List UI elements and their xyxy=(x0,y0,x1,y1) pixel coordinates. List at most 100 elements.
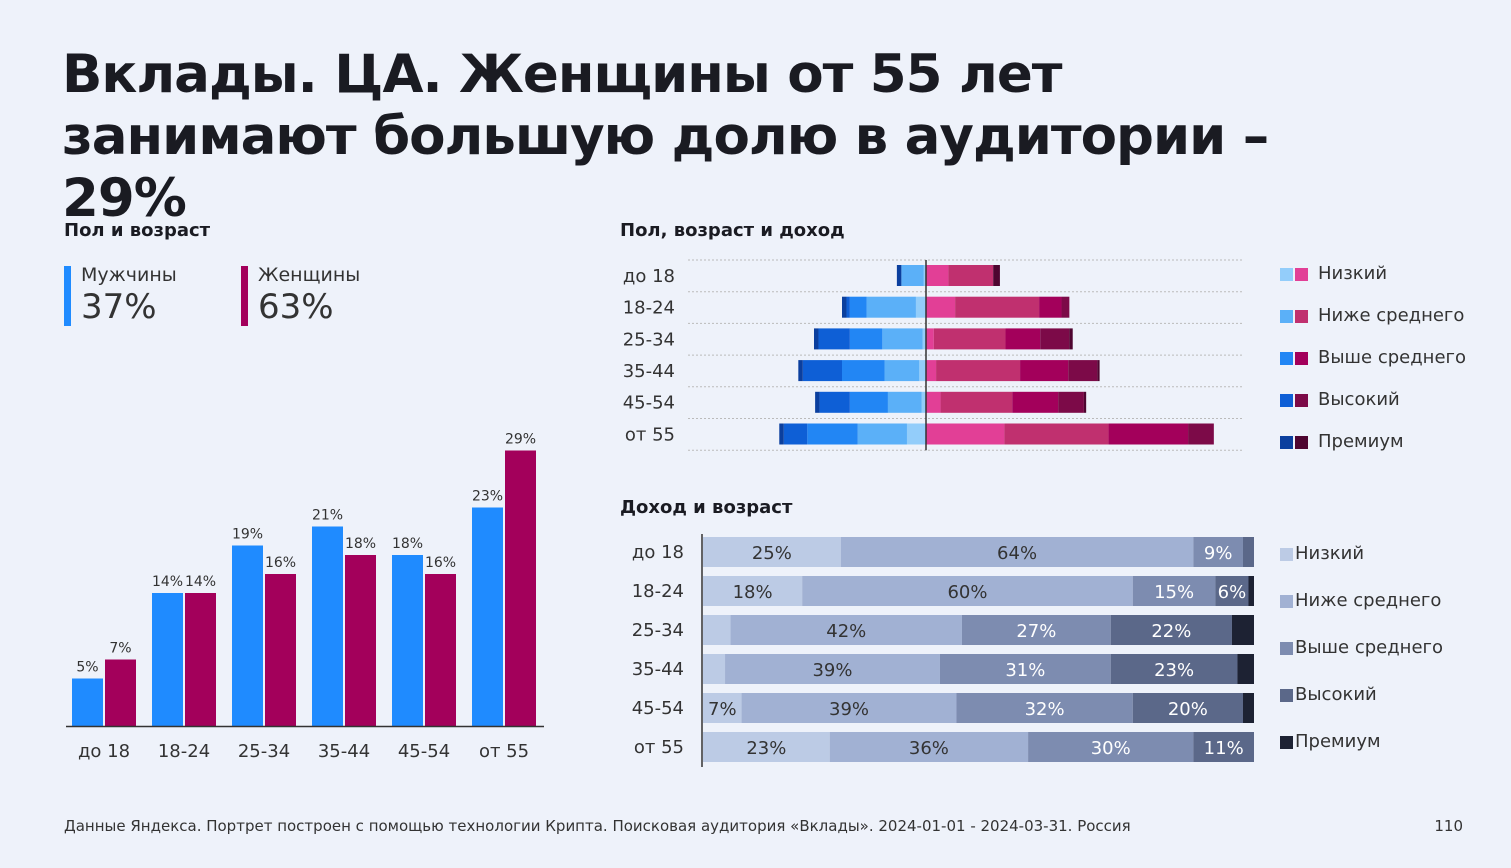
segment-3 xyxy=(1193,732,1254,762)
men-color-bar xyxy=(64,266,71,326)
legend-swatch-men xyxy=(1280,435,1293,449)
bar-women-5 xyxy=(505,450,536,726)
x-tick-label: 25-34 xyxy=(238,741,290,762)
bar-label: 14% xyxy=(152,574,183,590)
segment-women xyxy=(1004,423,1109,445)
segment-men xyxy=(901,265,924,286)
segment-2 xyxy=(961,615,1111,645)
segment-men xyxy=(814,328,819,350)
segment-3 xyxy=(1110,615,1232,645)
legend-item: Ниже среднего xyxy=(1280,590,1441,611)
segment-women xyxy=(936,360,1021,382)
segment-women xyxy=(926,296,956,318)
gender-age-income-chart: до 18 18-24 25-34 35-44 45-54 от 55 xyxy=(623,259,1244,451)
segment-0 xyxy=(703,693,742,723)
bar-label: 14% xyxy=(185,574,216,590)
segment-women xyxy=(933,328,1006,350)
segment-1 xyxy=(829,732,1029,762)
y-tick-label: 18-24 xyxy=(623,298,675,319)
segment-1 xyxy=(725,654,940,684)
x-tick-label: от 55 xyxy=(479,741,529,762)
legend-label: Выше среднего xyxy=(1318,347,1466,368)
legend-swatch xyxy=(1280,547,1293,561)
segment-label: 20% xyxy=(1168,699,1208,720)
segment-1 xyxy=(840,537,1194,567)
segment-label: 9% xyxy=(1204,543,1233,564)
bar-men-2 xyxy=(232,545,263,726)
segment-women xyxy=(1188,423,1214,445)
segment-4 xyxy=(1248,576,1254,606)
segment-men xyxy=(884,360,920,382)
segment-0 xyxy=(703,654,726,684)
bar-label: 5% xyxy=(76,660,98,676)
y-tick-label: 45-54 xyxy=(632,698,684,719)
segment-label: 6% xyxy=(1218,582,1247,603)
segment-label: 11% xyxy=(1204,738,1244,759)
segment-label: 39% xyxy=(812,660,852,681)
segment-men xyxy=(896,265,902,286)
segment-label: 25% xyxy=(752,543,792,564)
segment-men xyxy=(849,391,888,413)
segment-men xyxy=(783,423,808,445)
legend-swatch xyxy=(1280,735,1293,749)
legend-item: Низкий xyxy=(1280,263,1387,284)
segment-women xyxy=(1069,328,1073,350)
men-value: 37% xyxy=(81,287,157,327)
segment-0 xyxy=(703,615,731,645)
segment-men xyxy=(922,328,926,350)
y-tick-label: до 18 xyxy=(623,266,675,287)
segment-2 xyxy=(1028,732,1194,762)
legend-swatch-men xyxy=(1280,393,1293,407)
legend-swatch xyxy=(1280,641,1293,655)
legend-swatch-women xyxy=(1295,267,1308,281)
segment-men xyxy=(815,391,820,413)
segment-men xyxy=(923,265,926,286)
y-tick-label: от 55 xyxy=(634,737,684,758)
segment-4 xyxy=(1231,615,1254,645)
legend-swatch xyxy=(1280,688,1293,702)
legend-item: Премиум xyxy=(1280,431,1404,452)
bar-label: 21% xyxy=(312,508,343,524)
bar-men-1 xyxy=(152,593,183,726)
segment-men xyxy=(779,423,784,445)
segment-3 xyxy=(1110,654,1238,684)
legend-label: Выше среднего xyxy=(1295,637,1443,658)
y-tick-label: 18-24 xyxy=(632,581,684,602)
segment-women xyxy=(1058,391,1084,413)
segment-2 xyxy=(1193,537,1243,567)
segment-4 xyxy=(1237,654,1254,684)
segment-men xyxy=(915,296,926,318)
segment-women xyxy=(948,265,994,286)
footer-source: Данные Яндекса. Портрет построен с помощ… xyxy=(64,817,1131,835)
segment-women xyxy=(1039,296,1062,318)
segment-women xyxy=(1068,360,1098,382)
legend-swatch-men xyxy=(1280,267,1293,281)
segment-men xyxy=(846,296,850,318)
segment-men xyxy=(842,360,885,382)
women-color-bar xyxy=(241,266,248,326)
segment-label: 30% xyxy=(1091,738,1131,759)
legend-swatch-men xyxy=(1280,309,1293,323)
segment-women xyxy=(1020,360,1069,382)
segment-men xyxy=(807,423,858,445)
segment-3 xyxy=(1215,576,1249,606)
segment-2 xyxy=(1132,576,1216,606)
segment-label: 60% xyxy=(947,582,987,603)
segment-women xyxy=(926,328,934,350)
segment-women xyxy=(926,423,1005,445)
legend-label: Ниже среднего xyxy=(1318,305,1465,326)
y-tick-label: от 55 xyxy=(625,424,675,445)
women-value: 63% xyxy=(258,287,334,327)
gender-age-income-title: Пол, возраст и доход xyxy=(620,220,845,241)
segment-women xyxy=(993,265,1000,286)
bar-men-4 xyxy=(392,555,423,726)
legend-label: Премиум xyxy=(1295,731,1381,752)
segment-label: 23% xyxy=(1154,660,1194,681)
bar-men-5 xyxy=(472,507,503,726)
segment-3 xyxy=(1132,693,1243,723)
legend-swatch-women xyxy=(1295,435,1308,449)
segment-men xyxy=(866,296,916,318)
segment-women xyxy=(1040,328,1070,350)
segment-women xyxy=(955,296,1040,318)
legend-item: Премиум xyxy=(1280,731,1381,752)
